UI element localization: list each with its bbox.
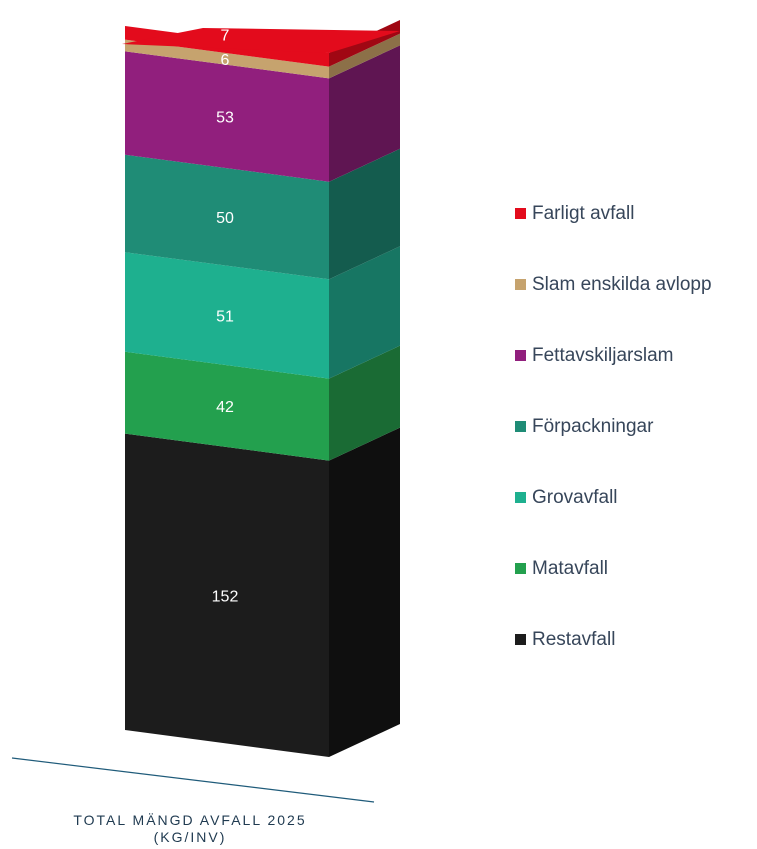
legend-label: Restavfall	[532, 628, 616, 650]
legend-swatch	[515, 421, 526, 432]
legend-swatch	[515, 279, 526, 290]
data-label-farligt-avfall: 7	[221, 27, 230, 44]
x-axis-caption: TOTAL MÄNGD AVFALL 2025 (KG/INV)	[20, 812, 360, 846]
legend-swatch	[515, 492, 526, 503]
bar-side-fettavskiljarslam	[329, 45, 400, 182]
legend-swatch	[515, 208, 526, 219]
legend-swatch	[515, 634, 526, 645]
data-label-grovavfall: 51	[216, 308, 234, 325]
data-label-slam-enskilda-avlopp: 6	[221, 52, 230, 69]
legend-swatch	[515, 350, 526, 361]
bar-segment-slam-enskilda-avlopp	[125, 39, 329, 79]
legend-label: Matavfall	[532, 557, 609, 579]
data-label-f-rpackningar: 50	[216, 210, 234, 227]
legend-item-f-rpackningar: Förpackningar	[515, 391, 755, 462]
bar-side-restavfall	[329, 427, 400, 757]
legend-item-farligt-avfall: Farligt avfall	[515, 178, 755, 249]
bar-segment-f-rpackningar	[125, 154, 329, 280]
data-label-fettavskiljarslam: 53	[216, 110, 234, 127]
bar-side-slam-enskilda-avlopp	[329, 33, 400, 79]
legend-item-grovavfall: Grovavfall	[515, 462, 755, 533]
legend-label: Farligt avfall	[532, 202, 635, 224]
legend-swatch	[515, 563, 526, 574]
legend-item-restavfall: Restavfall	[515, 604, 755, 675]
bar-side-matavfall	[329, 345, 400, 461]
x-axis-unit: (KG/INV)	[153, 829, 227, 845]
x-axis-line	[11, 757, 375, 803]
bar-side-f-rpackningar	[329, 148, 400, 280]
bar-segment-restavfall	[125, 433, 329, 757]
data-label-matavfall: 42	[216, 399, 234, 416]
legend-label: Slam enskilda avlopp	[532, 273, 712, 295]
bar-segment-fettavskiljarslam	[125, 51, 329, 182]
bar-segments: 152 42 51 50 53 6 7	[122, 20, 400, 757]
bar-top-farligt-avfall	[122, 28, 400, 53]
legend-item-matavfall: Matavfall	[515, 533, 755, 604]
legend: Farligt avfall Slam enskilda avlopp Fettav…	[515, 178, 755, 675]
bar-side-grovavfall	[329, 246, 400, 379]
legend-label: Fettavskiljarslam	[532, 344, 674, 366]
legend-item-fettavskiljarslam: Fettavskiljarslam	[515, 320, 755, 391]
bar-segment-matavfall	[125, 351, 329, 461]
legend-label: Grovavfall	[532, 486, 618, 508]
legend-item-slam-enskilda-avlopp: Slam enskilda avlopp	[515, 249, 755, 320]
bar-segment-grovavfall	[125, 252, 329, 379]
x-axis-label: TOTAL MÄNGD AVFALL 2025	[73, 812, 307, 828]
data-label-restavfall: 152	[212, 588, 239, 605]
legend-label: Förpackningar	[532, 415, 654, 437]
